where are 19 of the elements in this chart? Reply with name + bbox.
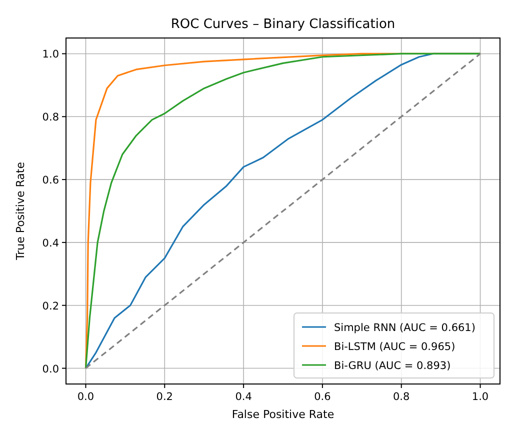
x-tick-label: 0.6 <box>314 391 332 403</box>
y-tick-label: 0.6 <box>42 174 60 187</box>
legend-label: Simple RNN (AUC = 0.661) <box>334 322 476 334</box>
x-tick-label: 0.4 <box>235 391 252 403</box>
legend-label: Bi-LSTM (AUC = 0.965) <box>334 341 456 353</box>
x-tick-label: 0.8 <box>393 391 410 403</box>
chart-title: ROC Curves – Binary Classification <box>170 17 396 32</box>
y-axis-title: True Positive Rate <box>14 162 27 261</box>
y-tick-label: 1.0 <box>42 48 59 61</box>
y-tick-label: 0.8 <box>42 112 59 124</box>
x-tick-label: 0.2 <box>156 391 173 403</box>
y-tick-label: 0.2 <box>42 300 59 312</box>
legend-label: Bi-GRU (AUC = 0.893) <box>334 360 451 372</box>
x-tick-label: 0.0 <box>77 391 94 403</box>
y-tick-label: 0.4 <box>42 237 60 250</box>
x-axis-title: False Positive Rate <box>232 408 334 421</box>
y-tick-label: 0.0 <box>42 363 59 376</box>
line-series <box>84 52 482 370</box>
x-tick-label: 1.0 <box>472 391 489 403</box>
